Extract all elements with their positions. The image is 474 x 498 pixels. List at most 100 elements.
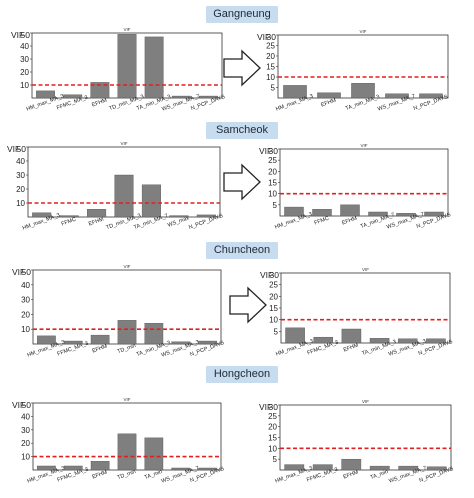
arrow-shape bbox=[229, 286, 267, 324]
bar bbox=[144, 323, 164, 345]
vif-chart-3: VIF VIF 10 20 30 40 50 HM_max_MA_3 FFMC EFHM TD_mi… bbox=[4, 137, 226, 245]
y-tick-label: 20 bbox=[268, 423, 277, 432]
region-label-chuncheon: Chuncheon bbox=[206, 242, 278, 259]
bar bbox=[397, 338, 418, 344]
y-tick-label: 20 bbox=[21, 439, 30, 448]
category-label: EFHM bbox=[91, 469, 108, 480]
chart-title: VIF bbox=[359, 29, 366, 34]
bar bbox=[171, 341, 191, 345]
y-tick-label: 50 bbox=[22, 400, 32, 410]
y-tick-label: 25 bbox=[266, 42, 275, 51]
y-tick-label: 30 bbox=[21, 296, 30, 305]
bar bbox=[32, 212, 52, 218]
y-tick-label: 25 bbox=[268, 156, 277, 165]
vif-chart-4: VIF VIF 5 10 15 20 25 30 HM_max_MA_3 FFMC EFHM TA_m… bbox=[256, 139, 454, 244]
y-axis-label: VIF bbox=[257, 32, 270, 42]
bar bbox=[198, 340, 217, 345]
bar bbox=[63, 465, 83, 471]
chart-title: VIF bbox=[123, 27, 130, 32]
bar bbox=[398, 465, 419, 471]
bar bbox=[341, 328, 362, 344]
y-tick-label: 20 bbox=[21, 310, 30, 319]
bar bbox=[340, 204, 360, 217]
chart-title: VIF bbox=[360, 143, 367, 148]
region-label-hongcheon: Hongcheon bbox=[206, 366, 278, 383]
category-label: TD_min bbox=[117, 469, 137, 481]
bar bbox=[351, 83, 375, 99]
chart-title: VIF bbox=[120, 141, 127, 146]
plot-frame bbox=[279, 148, 449, 217]
y-tick-label: 15 bbox=[266, 63, 275, 72]
y-axis-label: VIF bbox=[11, 30, 24, 40]
y-axis-label: VIF bbox=[260, 270, 273, 280]
bar bbox=[117, 34, 137, 99]
y-tick-label: 10 bbox=[266, 73, 275, 82]
y-tick-label: 10 bbox=[20, 81, 29, 90]
y-tick-label: 20 bbox=[266, 52, 275, 61]
y-tick-label: 15 bbox=[268, 179, 277, 188]
bar bbox=[114, 174, 134, 218]
y-tick-label: 20 bbox=[268, 167, 277, 176]
y-tick-label: 50 bbox=[17, 144, 27, 154]
bar bbox=[117, 433, 137, 471]
bar bbox=[144, 437, 164, 471]
bar bbox=[36, 90, 55, 99]
right-arrow-icon bbox=[222, 162, 262, 207]
y-tick-label: 30 bbox=[269, 402, 279, 412]
y-tick-label: 25 bbox=[269, 281, 278, 290]
bar bbox=[284, 206, 304, 217]
y-axis-label: VIF bbox=[259, 146, 272, 156]
bar bbox=[369, 465, 390, 471]
y-tick-label: 20 bbox=[20, 68, 29, 77]
bar bbox=[196, 214, 216, 218]
bar bbox=[90, 334, 110, 345]
y-tick-label: 10 bbox=[269, 316, 278, 325]
vif-chart-5: VIF VIF 10 20 30 40 50 HM_max_MA_3 FFMC_MA_3 EFHM… bbox=[9, 260, 227, 372]
bar bbox=[63, 340, 83, 345]
chart-title: VIF bbox=[362, 399, 369, 404]
y-tick-label: 5 bbox=[273, 455, 278, 464]
bar bbox=[198, 95, 218, 99]
bar bbox=[37, 465, 56, 471]
category-label: EFHM bbox=[343, 469, 360, 480]
y-tick-label: 40 bbox=[20, 42, 29, 51]
y-tick-label: 40 bbox=[21, 281, 30, 290]
bar bbox=[59, 215, 79, 218]
y-tick-label: 40 bbox=[21, 412, 30, 421]
y-axis-label: VIF bbox=[12, 267, 25, 277]
bar bbox=[369, 338, 390, 344]
category-label: TA_min bbox=[144, 469, 163, 481]
y-tick-label: 30 bbox=[21, 426, 30, 435]
bar bbox=[283, 85, 307, 99]
region-label-samcheok: Samcheok bbox=[206, 122, 278, 139]
y-tick-label: 10 bbox=[268, 190, 277, 199]
bar bbox=[385, 93, 409, 99]
plot-frame bbox=[280, 272, 451, 344]
vif-chart-8: VIF VIF 5 10 15 20 25 30 HM_max_MA_3 FFMC_MA_3 EFH… bbox=[256, 395, 457, 498]
y-tick-label: 10 bbox=[268, 444, 277, 453]
y-tick-label: 10 bbox=[16, 199, 25, 208]
bar bbox=[90, 82, 110, 99]
bar bbox=[169, 215, 189, 218]
bar bbox=[285, 327, 305, 344]
y-tick-label: 25 bbox=[268, 412, 277, 421]
bar bbox=[317, 92, 341, 99]
category-label: FFMC bbox=[313, 216, 329, 227]
bar bbox=[426, 338, 446, 344]
bar bbox=[117, 320, 137, 345]
y-tick-label: 50 bbox=[22, 267, 32, 277]
bar bbox=[171, 95, 191, 99]
vif-chart-1: VIF VIF 10 20 30 40 50 HM_max_MA_3 FFMC_MA_3 EFHM… bbox=[8, 23, 228, 126]
y-tick-label: 30 bbox=[267, 32, 277, 42]
bar bbox=[396, 213, 416, 217]
right-arrow-icon bbox=[228, 285, 268, 330]
bar bbox=[198, 467, 217, 471]
